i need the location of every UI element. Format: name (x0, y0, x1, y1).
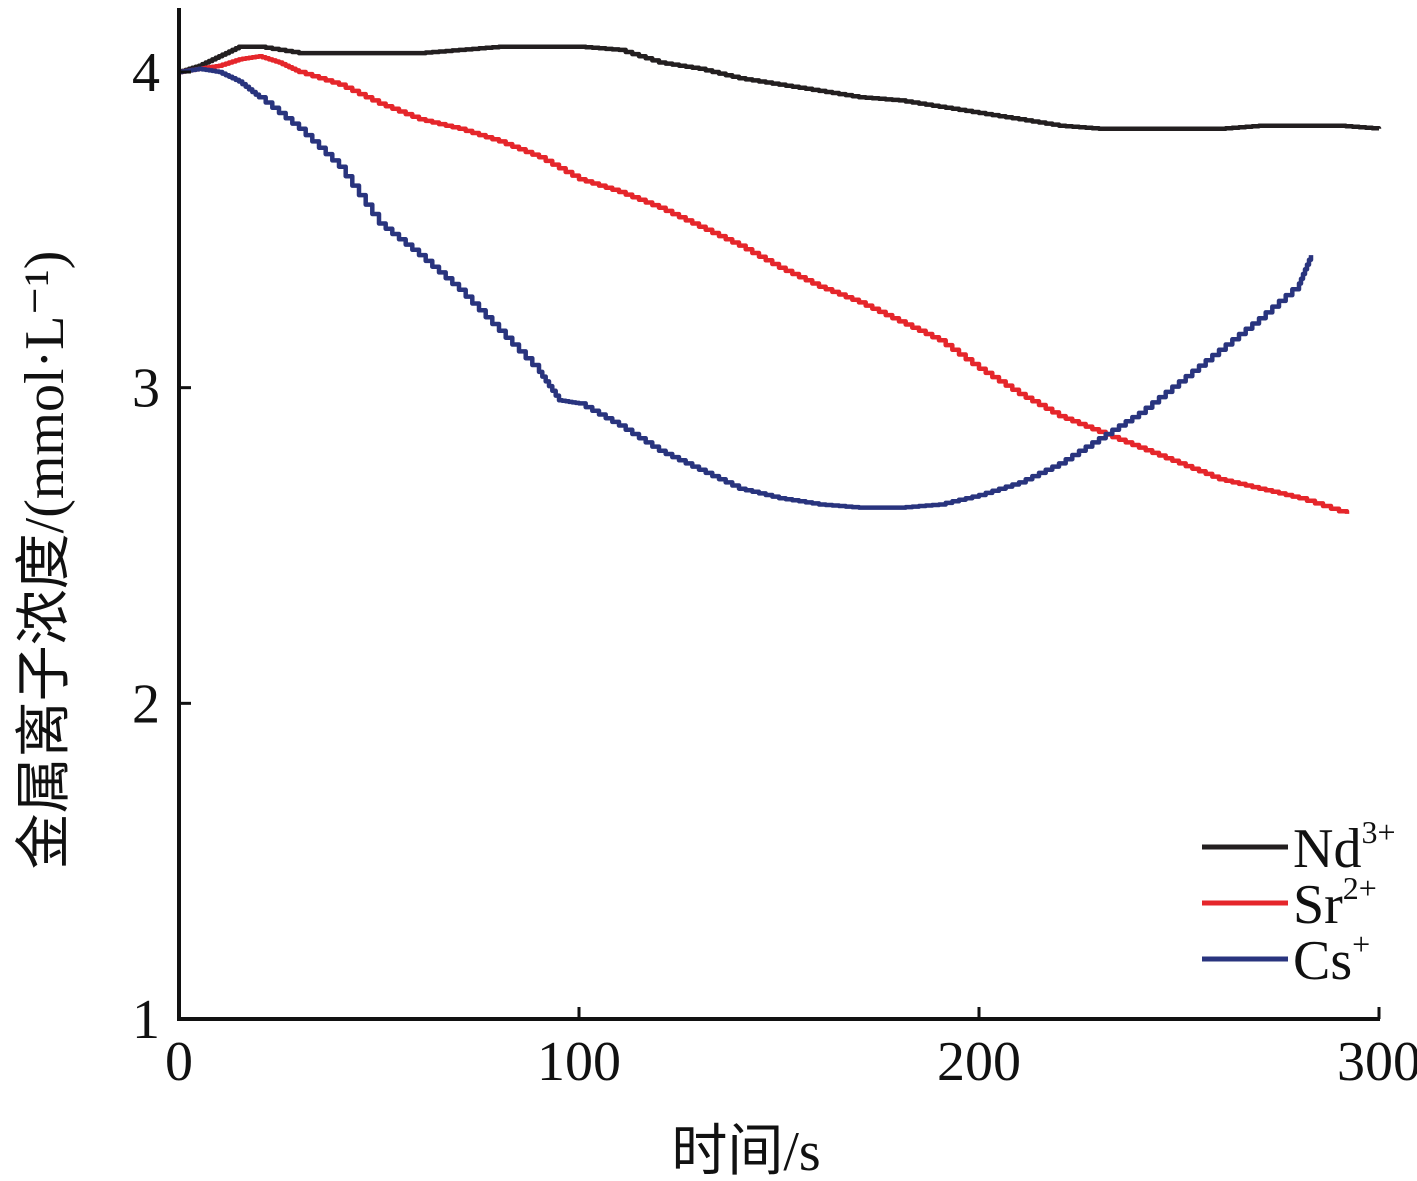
legend-label-superscript: 2+ (1343, 870, 1377, 906)
y-tick-label: 4 (132, 42, 160, 104)
y-tick-label: 2 (132, 673, 160, 735)
ticks-layer: 0 100 200 300 1 2 3 4 (132, 42, 1417, 1093)
legend-label-superscript: 3+ (1361, 814, 1395, 850)
series-line-nd (179, 44, 1382, 132)
x-tick-label: 300 (1337, 1031, 1417, 1093)
x-tick-label: 0 (165, 1031, 193, 1093)
legend-label-superscript: + (1352, 926, 1370, 962)
legend: Nd3+Sr2+Cs+ (1202, 814, 1396, 992)
series-line-cs (179, 66, 1314, 510)
x-tick-label: 100 (537, 1031, 621, 1093)
axes-layer (177, 8, 1380, 1021)
series-layer (179, 44, 1382, 514)
legend-label: Sr2+ (1293, 870, 1377, 936)
series-line-sr (179, 53, 1350, 514)
legend-label: Cs+ (1293, 926, 1370, 992)
x-axis-title: 时间/s (671, 1121, 820, 1181)
y-tick-label: 1 (132, 989, 160, 1051)
x-tick-label: 200 (937, 1031, 1021, 1093)
y-tick-label: 3 (132, 358, 160, 420)
y-axis-title: 金属离子浓度/(mmol·L⁻¹) (14, 251, 76, 870)
